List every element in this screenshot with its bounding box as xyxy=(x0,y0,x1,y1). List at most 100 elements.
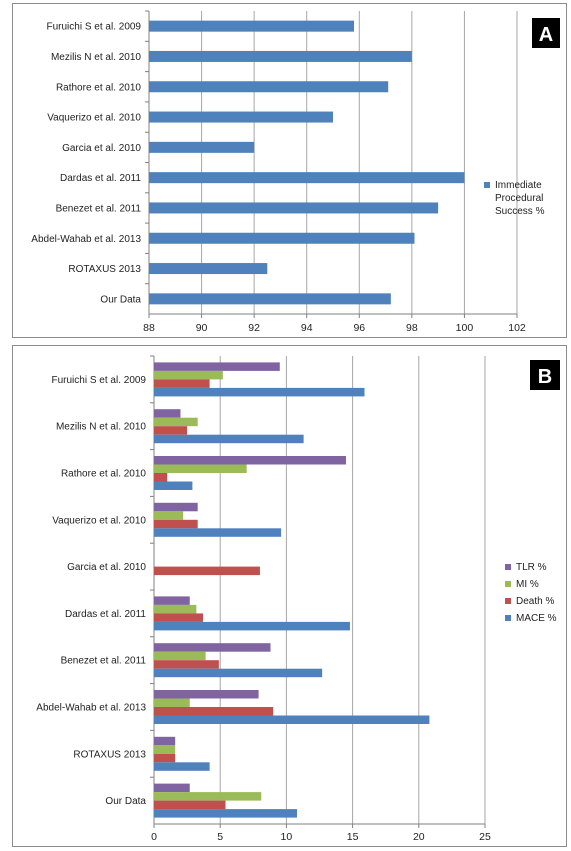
chart-b-svg: 0 5 10 15 20 25 Furuichi S et al. 2009 Mezilis … xyxy=(36,355,560,843)
x-tick-label-b: 10 xyxy=(281,831,293,843)
bar-b-death-rotaxus-2013 xyxy=(154,753,176,763)
bar-a-our-data xyxy=(149,293,391,305)
x-tick-label-b: 0 xyxy=(151,831,157,843)
bar-b-death-dardas-et-al-2011 xyxy=(154,613,203,622)
category-label-a-abdel-wahab-et-al-2013: Abdel-Wahab et al. 2013 xyxy=(31,234,141,245)
chart-a-svg: 88 90 92 94 96 98 100 102 Furuichi S et al. 2009… xyxy=(31,10,560,334)
legend-label-a-line-3: Success % xyxy=(495,206,545,217)
legend-label-b-death: Death % xyxy=(516,596,554,607)
legend-label-b-mace: MACE % xyxy=(516,613,557,624)
chart-panel-b: 0 5 10 15 20 25 Furuichi S et al. 2009 Mezilis … xyxy=(12,345,567,847)
bar-b-mace-mezilis-n-et-al-2010 xyxy=(154,434,304,444)
bar-b-death-rathore-et-al-2010 xyxy=(154,473,168,482)
legend-swatch-b-mace xyxy=(505,615,511,621)
bar-b-death-abdel-wahab-et-al-2013 xyxy=(154,707,274,716)
bar-b-mi-mezilis-n-et-al-2010 xyxy=(154,417,198,427)
bar-b-death-furuichi-s-et-al-2009 xyxy=(154,379,210,388)
category-label-b-furuichi-s-et-al-2009: Furuichi S et al. 2009 xyxy=(52,375,147,386)
legend-swatch-a xyxy=(484,182,490,188)
bar-b-tlr-benezet-et-al-2011 xyxy=(154,643,271,652)
bar-b-tlr-rotaxus-2013 xyxy=(154,736,176,746)
bar-b-mi-our-data xyxy=(154,792,262,801)
bar-b-tlr-furuichi-s-et-al-2009 xyxy=(154,362,280,371)
category-label-b-rotaxus-2013: ROTAXUS 2013 xyxy=(73,749,146,760)
legend-label-b-tlr: TLR % xyxy=(516,562,547,573)
category-label-a-mezilis-n-et-al-2010: Mezilis N et al. 2010 xyxy=(51,52,141,63)
x-tick-label-a: 102 xyxy=(508,322,526,334)
bar-a-abdel-wahab-et-al-2013 xyxy=(149,232,415,244)
x-tick-label-b: 25 xyxy=(479,831,491,843)
bar-b-tlr-mezilis-n-et-al-2010 xyxy=(154,409,181,418)
x-tick-label-a: 100 xyxy=(456,322,474,334)
bar-b-tlr-rathore-et-al-2010 xyxy=(154,456,346,465)
bar-b-mi-dardas-et-al-2011 xyxy=(154,604,197,614)
bar-a-garcia-et-al-2010 xyxy=(149,141,255,153)
x-tick-label-b: 5 xyxy=(217,831,223,843)
legend-label-b-mi: MI % xyxy=(516,579,539,590)
legend-swatch-b-death xyxy=(505,598,511,604)
bar-b-mace-furuichi-s-et-al-2009 xyxy=(154,387,365,397)
category-label-b-benezet-et-al-2011: Benezet et al. 2011 xyxy=(61,656,147,667)
x-tick-label-a: 88 xyxy=(143,322,155,334)
category-label-a-vaquerizo-et-al-2010: Vaquerizo et al. 2010 xyxy=(47,113,141,124)
panel-badge-b-text: B xyxy=(538,366,552,388)
category-label-b-mezilis-n-et-al-2010: Mezilis N et al. 2010 xyxy=(56,422,146,433)
category-label-a-dardas-et-al-2011: Dardas et al. 2011 xyxy=(60,173,141,184)
bar-b-death-garcia-et-al-2010 xyxy=(154,566,260,576)
bar-a-benezet-et-al-2011 xyxy=(149,202,439,214)
bar-b-mi-rathore-et-al-2010 xyxy=(154,464,247,473)
category-label-b-rathore-et-al-2010: Rathore et al. 2010 xyxy=(61,469,146,480)
bar-b-mi-rotaxus-2013 xyxy=(154,745,176,754)
x-tick-label-a: 90 xyxy=(196,322,208,334)
legend-swatch-b-mi xyxy=(505,581,511,587)
bar-b-mace-our-data xyxy=(154,809,297,818)
bar-b-tlr-dardas-et-al-2011 xyxy=(154,596,190,605)
x-tick-label-a: 92 xyxy=(248,322,260,334)
category-label-b-garcia-et-al-2010: Garcia et al. 2010 xyxy=(67,562,146,573)
bar-b-tlr-our-data xyxy=(154,783,190,793)
panel-badge-a-text: A xyxy=(539,24,553,46)
x-tick-label-a: 96 xyxy=(353,322,365,334)
bar-b-death-vaquerizo-et-al-2010 xyxy=(154,519,198,529)
panel-badge-b xyxy=(530,360,560,390)
category-label-a-furuichi-s-et-al-2009: Furuichi S et al. 2009 xyxy=(47,22,142,33)
bar-a-dardas-et-al-2011 xyxy=(149,172,465,184)
category-label-a-rathore-et-al-2010: Rathore et al. 2010 xyxy=(56,82,141,93)
bar-b-mace-benezet-et-al-2011 xyxy=(154,668,323,678)
bar-b-mi-abdel-wahab-et-al-2013 xyxy=(154,698,190,707)
x-tick-label-b: 20 xyxy=(413,831,425,843)
chart-panel-a: 88 90 92 94 96 98 100 102 Furuichi S et al. 2009… xyxy=(12,3,567,338)
category-label-a-our-data: Our Data xyxy=(100,294,141,305)
bar-a-mezilis-n-et-al-2010 xyxy=(149,50,412,62)
category-label-b-vaquerizo-et-al-2010: Vaquerizo et al. 2010 xyxy=(52,515,146,526)
x-tick-label-a: 94 xyxy=(301,322,313,334)
bar-a-rotaxus-2013 xyxy=(149,263,268,275)
bar-b-mi-benezet-et-al-2011 xyxy=(154,651,206,661)
bar-b-death-mezilis-n-et-al-2010 xyxy=(154,426,188,435)
bar-b-mace-vaquerizo-et-al-2010 xyxy=(154,528,282,537)
legend-swatch-b-tlr xyxy=(505,564,511,570)
category-label-b-our-data: Our Data xyxy=(105,796,146,807)
legend-label-a-line-2: Procedural xyxy=(495,193,543,204)
panel-badge-a xyxy=(532,18,560,48)
bar-a-vaquerizo-et-al-2010 xyxy=(149,111,333,123)
category-label-b-abdel-wahab-et-al-2013: Abdel-Wahab et al. 2013 xyxy=(36,703,146,714)
bar-b-mi-vaquerizo-et-al-2010 xyxy=(154,511,184,520)
bar-a-furuichi-s-et-al-2009 xyxy=(149,20,355,32)
x-tick-label-b: 15 xyxy=(347,831,359,843)
category-label-a-rotaxus-2013: ROTAXUS 2013 xyxy=(68,264,141,275)
legend-label-a-line-1: Immediate xyxy=(495,180,542,191)
bar-b-tlr-vaquerizo-et-al-2010 xyxy=(154,502,198,512)
category-label-a-garcia-et-al-2010: Garcia et al. 2010 xyxy=(62,143,141,154)
bar-b-death-our-data xyxy=(154,800,226,810)
bar-a-rathore-et-al-2010 xyxy=(149,81,389,93)
x-tick-label-a: 98 xyxy=(406,322,418,334)
bar-b-death-benezet-et-al-2011 xyxy=(154,660,219,669)
bar-b-mi-furuichi-s-et-al-2009 xyxy=(154,370,223,380)
bar-b-mace-abdel-wahab-et-al-2013 xyxy=(154,715,430,724)
bar-b-tlr-abdel-wahab-et-al-2013 xyxy=(154,690,259,699)
bar-b-mace-rotaxus-2013 xyxy=(154,762,210,771)
bar-b-mace-dardas-et-al-2011 xyxy=(154,621,350,631)
category-label-b-dardas-et-al-2011: Dardas et al. 2011 xyxy=(65,609,146,620)
bar-b-mace-rathore-et-al-2010 xyxy=(154,481,193,490)
